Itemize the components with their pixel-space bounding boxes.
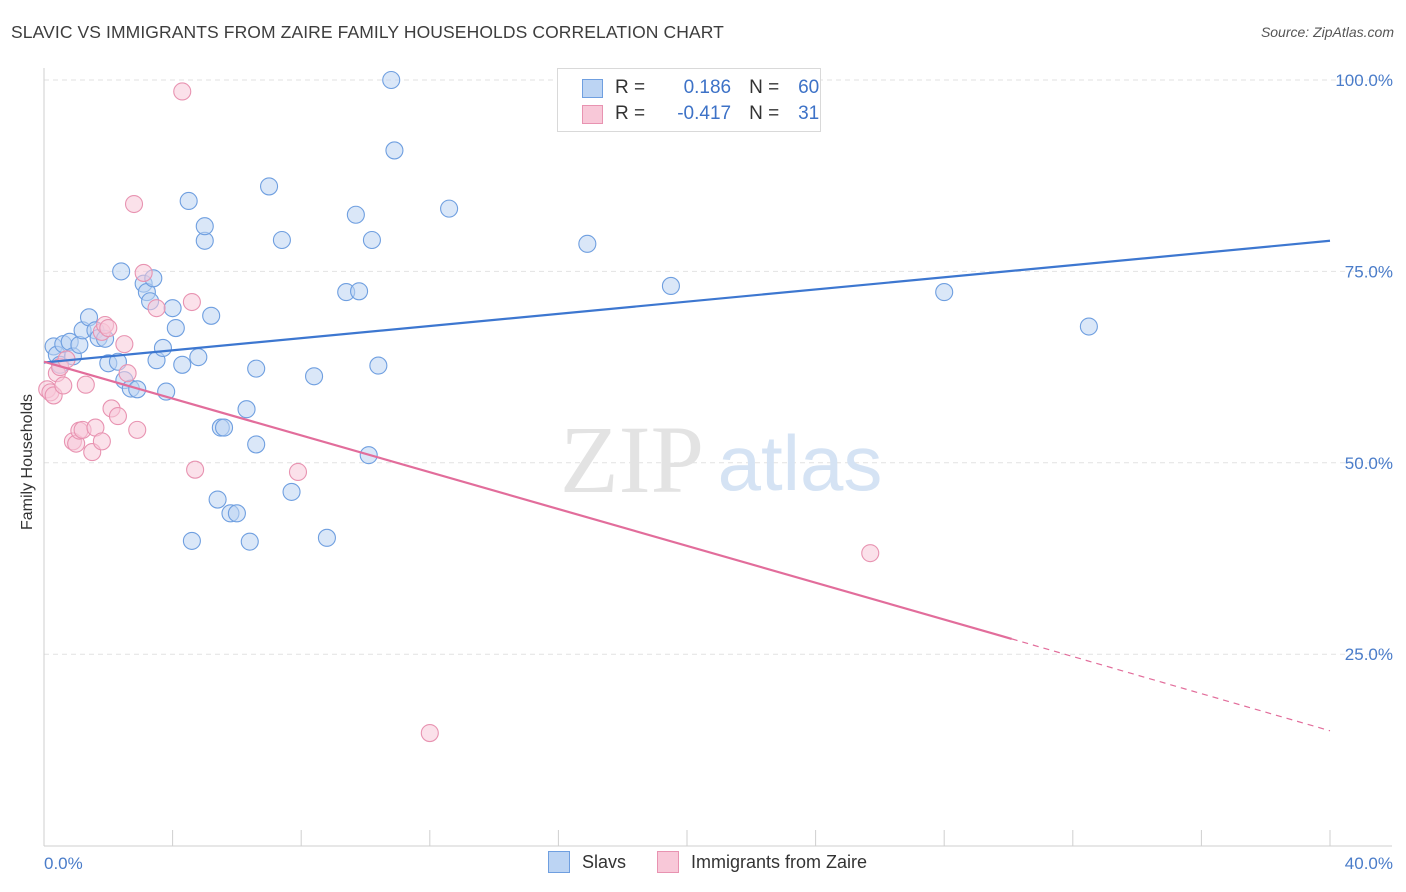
zaire-point: [420, 724, 439, 743]
legend-swatch-slavs: [548, 851, 570, 873]
y-tick-label: 25.0%: [1345, 645, 1393, 664]
slavs-point: [214, 418, 234, 437]
slavs-point: [317, 528, 336, 547]
slavs-point: [259, 177, 279, 196]
legend-swatch-slavs: [582, 78, 603, 98]
r-value-zaire: -0.417: [677, 103, 732, 124]
legend-label-slavs: Slavs: [582, 851, 627, 872]
slavs-point: [346, 205, 365, 224]
slavs-point: [362, 230, 381, 250]
slavs-point: [272, 230, 291, 250]
zaire-point: [147, 299, 166, 318]
n-label: N =: [749, 103, 780, 124]
legend-item-zaire[interactable]: Immigrants from Zaire: [657, 851, 867, 873]
y-tick-label: 100.0%: [1335, 71, 1393, 90]
zaire-point: [861, 544, 880, 563]
zaire-trendline-extension: [1011, 638, 1331, 732]
r-value-slavs: 0.186: [683, 77, 732, 98]
slavs-point: [112, 262, 131, 281]
watermark-atlas: atlas: [718, 419, 883, 507]
axes: [43, 68, 1392, 847]
n-value-zaire: 31: [798, 103, 820, 124]
slavs-point: [1079, 317, 1098, 336]
slavs-point: [179, 191, 198, 211]
zaire-point: [118, 364, 137, 383]
correlation-legend: R = 0.186 N = 60 R = -0.417 N = 31: [557, 68, 821, 132]
watermark: ZIP atlas: [560, 406, 882, 513]
slavs-point: [202, 306, 221, 325]
slavs-point: [350, 282, 369, 301]
zaire-point: [173, 82, 192, 101]
slavs-point: [282, 482, 301, 501]
zaire-point: [288, 462, 308, 482]
slavs-point: [578, 234, 597, 253]
zaire-point: [92, 432, 111, 451]
zaire-point: [134, 263, 153, 282]
zaire-trendline: [43, 360, 1013, 640]
x-tick-label: 0.0%: [44, 854, 83, 873]
y-tick-label: 75.0%: [1345, 262, 1393, 281]
slavs-point: [163, 299, 182, 318]
zaire-point: [54, 376, 73, 395]
slavs-point: [182, 531, 201, 550]
slavs-point: [247, 435, 266, 454]
zaire-point: [76, 375, 95, 394]
slavs-point: [305, 367, 324, 386]
r-label: R =: [615, 77, 646, 98]
slavs-point: [237, 400, 256, 419]
slavs-point: [247, 359, 266, 378]
zaire-point: [124, 194, 144, 214]
legend-row-slavs: R = 0.186 N = 60: [582, 76, 819, 100]
slavs-point: [240, 532, 259, 551]
slavs-point: [440, 199, 459, 218]
slavs-point: [935, 283, 954, 302]
slavs-point: [227, 504, 246, 523]
legend-label-zaire: Immigrants from Zaire: [691, 851, 868, 872]
n-value-slavs: 60: [798, 77, 820, 98]
slavs-point: [369, 356, 388, 375]
zaire-point: [99, 319, 118, 338]
slavs-point: [166, 319, 185, 338]
slavs-point: [173, 355, 192, 374]
slavs-point: [382, 70, 401, 90]
gridlines: [44, 79, 1392, 655]
zaire-point: [115, 335, 134, 354]
chart-title: SLAVIC VS IMMIGRANTS FROM ZAIRE FAMILY H…: [11, 22, 724, 42]
y-tick-label: 50.0%: [1345, 454, 1393, 473]
slavs-point: [189, 348, 208, 367]
slavs-trendline: [43, 239, 1331, 364]
watermark-zip: ZIP: [560, 406, 704, 513]
zaire-point: [108, 407, 127, 426]
legend-item-slavs[interactable]: Slavs: [548, 851, 626, 873]
series-legend: Slavs Immigrants from Zaire: [0, 851, 1406, 877]
slavs-point: [208, 490, 227, 509]
zaire-point: [128, 420, 147, 439]
legend-swatch-zaire: [657, 851, 679, 873]
slavs-point: [661, 276, 680, 295]
x-tick-label: 40.0%: [1345, 854, 1393, 873]
legend-row-zaire: R = -0.417 N = 31: [582, 102, 819, 126]
n-label: N =: [749, 77, 780, 98]
legend-swatch-zaire: [582, 104, 603, 124]
slavs-point: [153, 338, 173, 358]
zaire-point: [182, 292, 201, 312]
r-label: R =: [615, 103, 646, 124]
source-label: Source: ZipAtlas.com: [1260, 24, 1394, 40]
slavs-point: [195, 217, 214, 236]
slavs-point: [385, 141, 404, 160]
zaire-point: [186, 460, 205, 479]
